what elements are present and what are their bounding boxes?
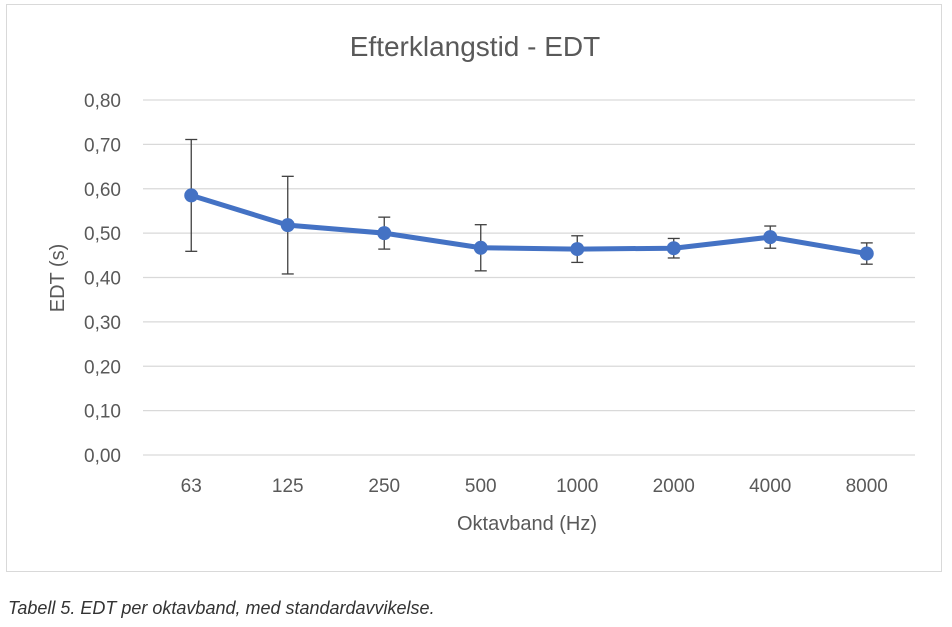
data-point — [570, 242, 585, 257]
y-tick-label: 0,00 — [84, 446, 121, 467]
x-tick-label: 500 — [465, 476, 497, 497]
y-tick-labels: 0,00 0,10 0,20 0,30 0,40 0,50 0,60 0,70 0,80 — [84, 91, 121, 467]
y-tick-label: 0,60 — [84, 180, 121, 201]
x-tick-label: 250 — [368, 476, 400, 497]
series-line — [188, 192, 870, 257]
y-tick-label: 0,20 — [84, 357, 121, 378]
data-point — [473, 240, 488, 255]
chart-title: Efterklangstid - EDT — [350, 31, 601, 62]
y-tick-label: 0,10 — [84, 402, 121, 423]
figure-caption: Tabell 5. EDT per oktavband, med standar… — [8, 598, 435, 618]
x-tick-label: 63 — [181, 476, 202, 497]
edt-chart: Efterklangstid - EDT 0,00 0,10 0,20 0,30 0,4… — [47, 31, 915, 535]
y-tick-label: 0,40 — [84, 269, 121, 290]
y-tick-label: 0,50 — [84, 224, 121, 245]
data-point — [859, 246, 874, 261]
error-bars — [185, 138, 873, 275]
y-tick-label: 0,70 — [84, 135, 121, 156]
x-tick-label: 2000 — [653, 476, 695, 497]
x-tick-label: 1000 — [556, 476, 598, 497]
x-tick-labels: 63 125 250 500 1000 2000 4000 8000 — [181, 476, 888, 497]
gridlines — [143, 99, 915, 456]
series-edt — [184, 188, 874, 261]
data-point — [666, 241, 681, 256]
y-tick-label: 0,80 — [84, 91, 121, 112]
x-tick-label: 4000 — [749, 476, 791, 497]
x-tick-label: 125 — [272, 476, 304, 497]
y-tick-label: 0,30 — [84, 313, 121, 334]
x-tick-label: 8000 — [846, 476, 888, 497]
data-point — [377, 226, 392, 241]
data-point — [280, 218, 295, 233]
x-axis-label: Oktavband (Hz) — [457, 513, 597, 535]
data-point — [184, 188, 199, 203]
data-point — [763, 230, 778, 245]
chart-frame — [6, 4, 942, 572]
y-axis-label: EDT (s) — [47, 244, 69, 313]
